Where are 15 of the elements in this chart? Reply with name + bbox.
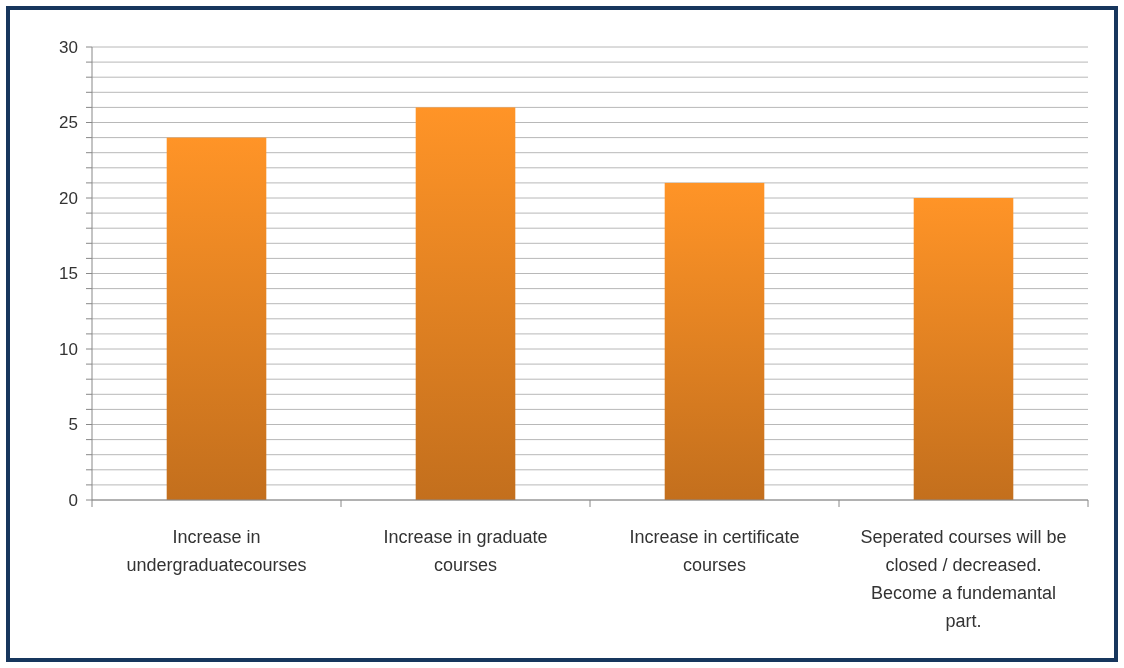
y-tick-label: 15: [59, 264, 78, 284]
x-tick-label: Increase in graduate courses: [383, 527, 548, 575]
y-tick-label: 5: [68, 415, 78, 435]
x-tick-label: Increase in undergraduatecourses: [126, 527, 307, 575]
x-tick-label: Increase in certificate courses: [629, 527, 800, 575]
y-tick-label: 30: [59, 37, 78, 57]
y-tick-label: 10: [59, 339, 78, 359]
bar: [664, 182, 765, 500]
y-tick-label: 25: [59, 113, 78, 133]
y-tick-label: 20: [59, 188, 78, 208]
bar: [166, 137, 267, 500]
y-tick-label: 0: [68, 490, 78, 510]
bar: [415, 107, 516, 500]
bar: [913, 198, 1014, 500]
x-tick-label: Seperated courses will be closed / decreased. Become a fundemantal part.: [860, 527, 1067, 631]
